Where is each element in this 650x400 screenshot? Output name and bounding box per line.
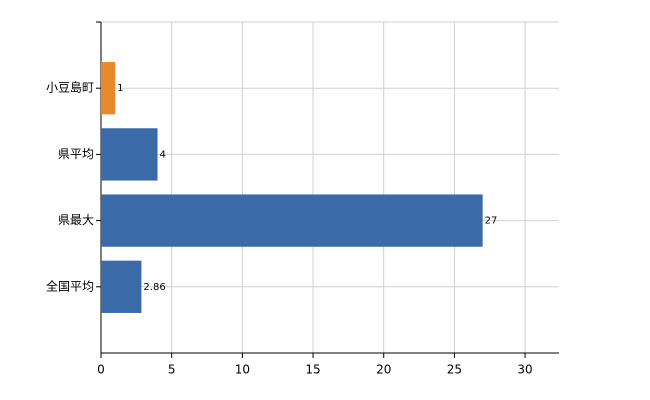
bar: [101, 128, 158, 181]
bar: [101, 62, 116, 115]
y-tick-label: 県最大: [58, 213, 94, 227]
y-tick-label: 小豆島町: [46, 80, 94, 95]
x-tick-label: 10: [235, 363, 250, 377]
x-tick-label: 20: [376, 363, 391, 377]
bar: [101, 260, 142, 313]
x-tick-label: 30: [517, 363, 532, 377]
value-label: 1: [117, 83, 123, 94]
x-tick-label: 5: [168, 363, 176, 377]
y-tick-label: 全国平均: [46, 278, 94, 293]
y-tick-label: 県平均: [58, 147, 94, 161]
bar: [101, 194, 483, 247]
x-tick-label: 25: [447, 363, 462, 377]
x-tick-label: 15: [305, 363, 320, 377]
value-label: 4: [160, 149, 166, 160]
value-label: 2.86: [143, 282, 165, 293]
x-tick-label: 0: [97, 363, 105, 377]
value-label: 27: [485, 216, 498, 227]
